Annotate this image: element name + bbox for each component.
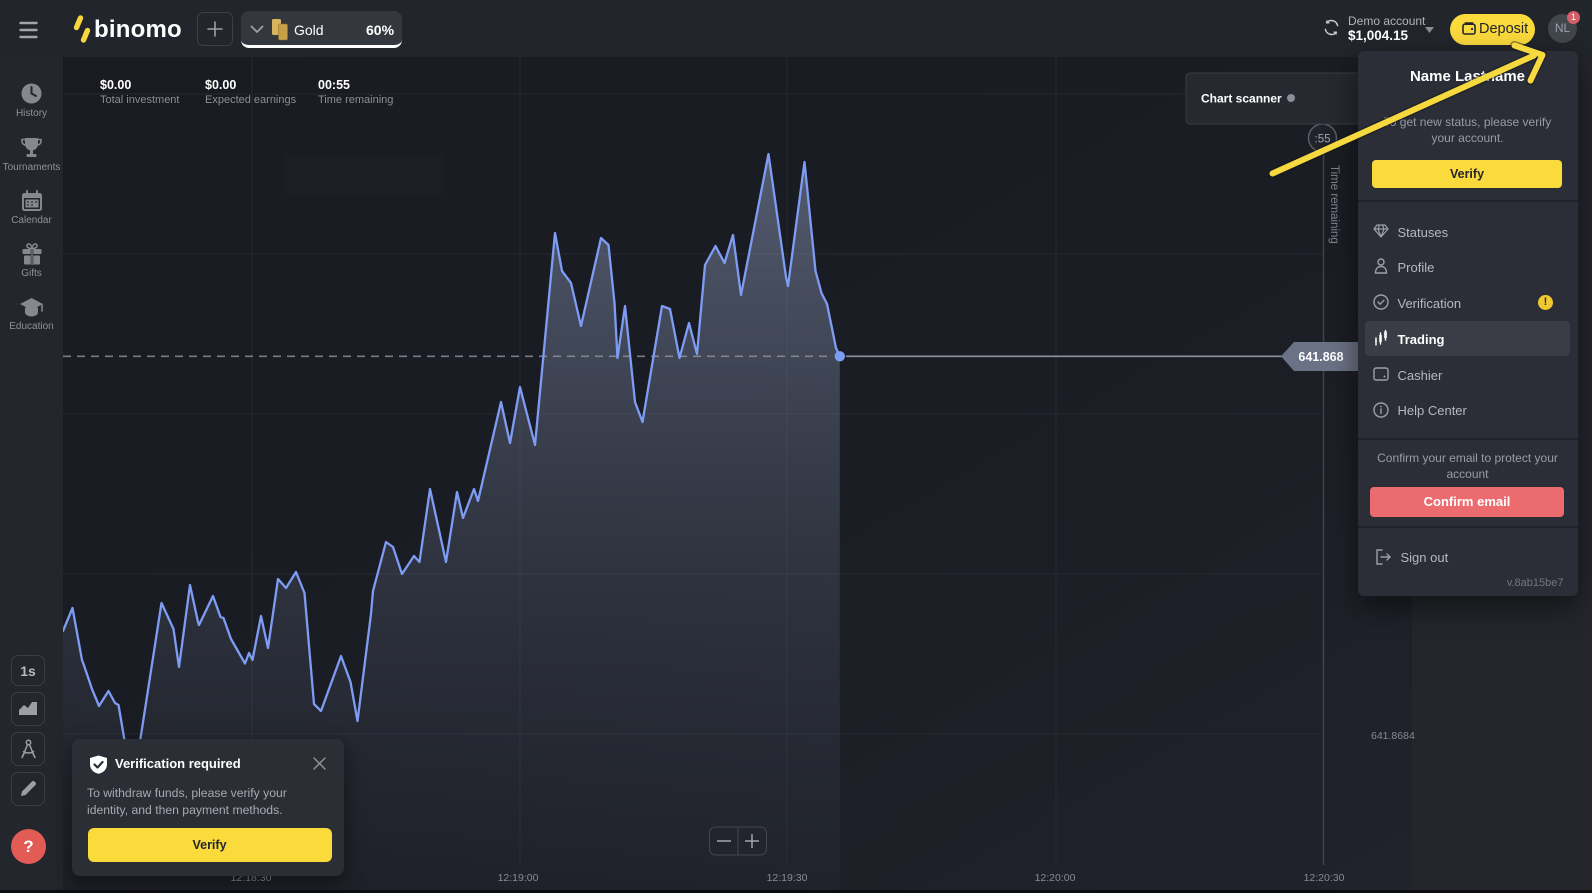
svg-text:641.8684: 641.8684	[1371, 730, 1415, 742]
svg-text:12:19:30: 12:19:30	[767, 872, 808, 884]
svg-text:Time remaining: Time remaining	[318, 94, 393, 106]
svg-text:Chart scanner: Chart scanner	[1201, 92, 1282, 106]
svg-text:Expected earnings: Expected earnings	[205, 94, 297, 106]
svg-text:$0.00: $0.00	[100, 78, 131, 92]
svg-text:$0.00: $0.00	[205, 78, 236, 92]
svg-text:Time remaining: Time remaining	[1328, 165, 1340, 244]
svg-text:641.868: 641.868	[1298, 350, 1343, 364]
svg-text:12:19:00: 12:19:00	[498, 872, 539, 884]
svg-text::55: :55	[1315, 134, 1331, 146]
svg-text:12:20:30: 12:20:30	[1304, 872, 1345, 884]
svg-text:00:55: 00:55	[318, 78, 350, 92]
svg-text:Total investment: Total investment	[100, 94, 179, 106]
svg-text:12:20:00: 12:20:00	[1035, 872, 1076, 884]
